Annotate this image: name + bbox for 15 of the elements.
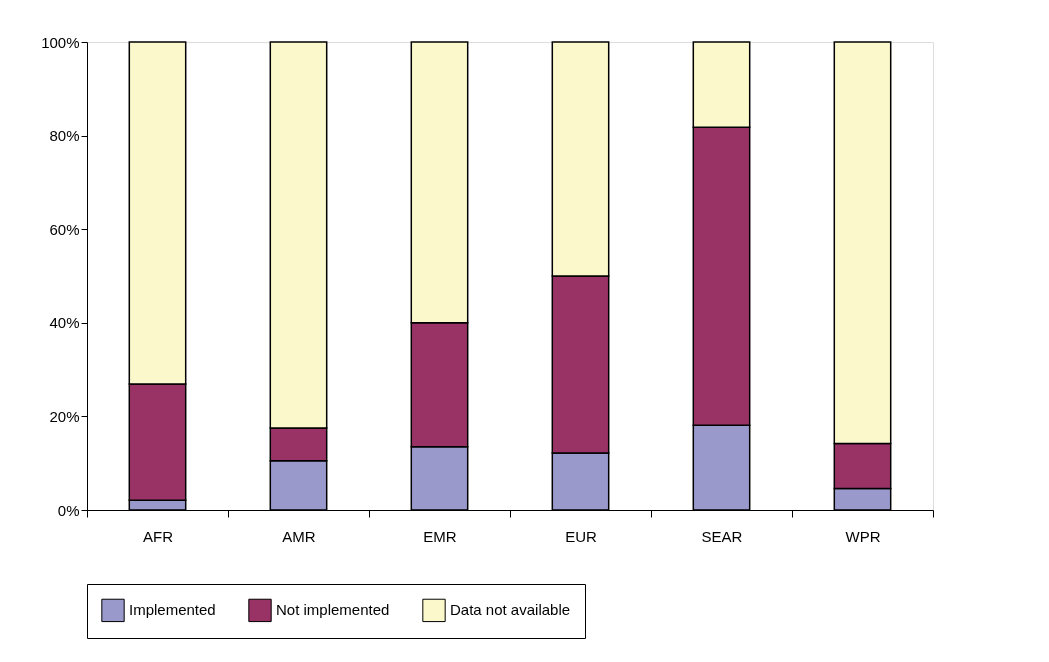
legend-label: Data not available: [450, 601, 571, 619]
y-tick-label: 0%: [57, 501, 80, 519]
y-tick-label: 20%: [49, 407, 80, 425]
y-tick-label: 40%: [49, 314, 80, 332]
y-tick-label: 100%: [41, 33, 80, 51]
x-tick-label: WPR: [845, 527, 881, 545]
x-tick-label: SEAR: [701, 527, 743, 545]
x-tick-label: EUR: [565, 527, 597, 545]
y-tick-label: 60%: [49, 220, 80, 238]
x-tick-label: EMR: [423, 527, 457, 545]
x-tick-label: AMR: [282, 527, 316, 545]
legend-label: Implemented: [129, 601, 216, 619]
legend-label: Not implemented: [276, 601, 390, 619]
x-tick-label: AFR: [143, 527, 174, 545]
y-tick-label: 80%: [49, 127, 80, 145]
